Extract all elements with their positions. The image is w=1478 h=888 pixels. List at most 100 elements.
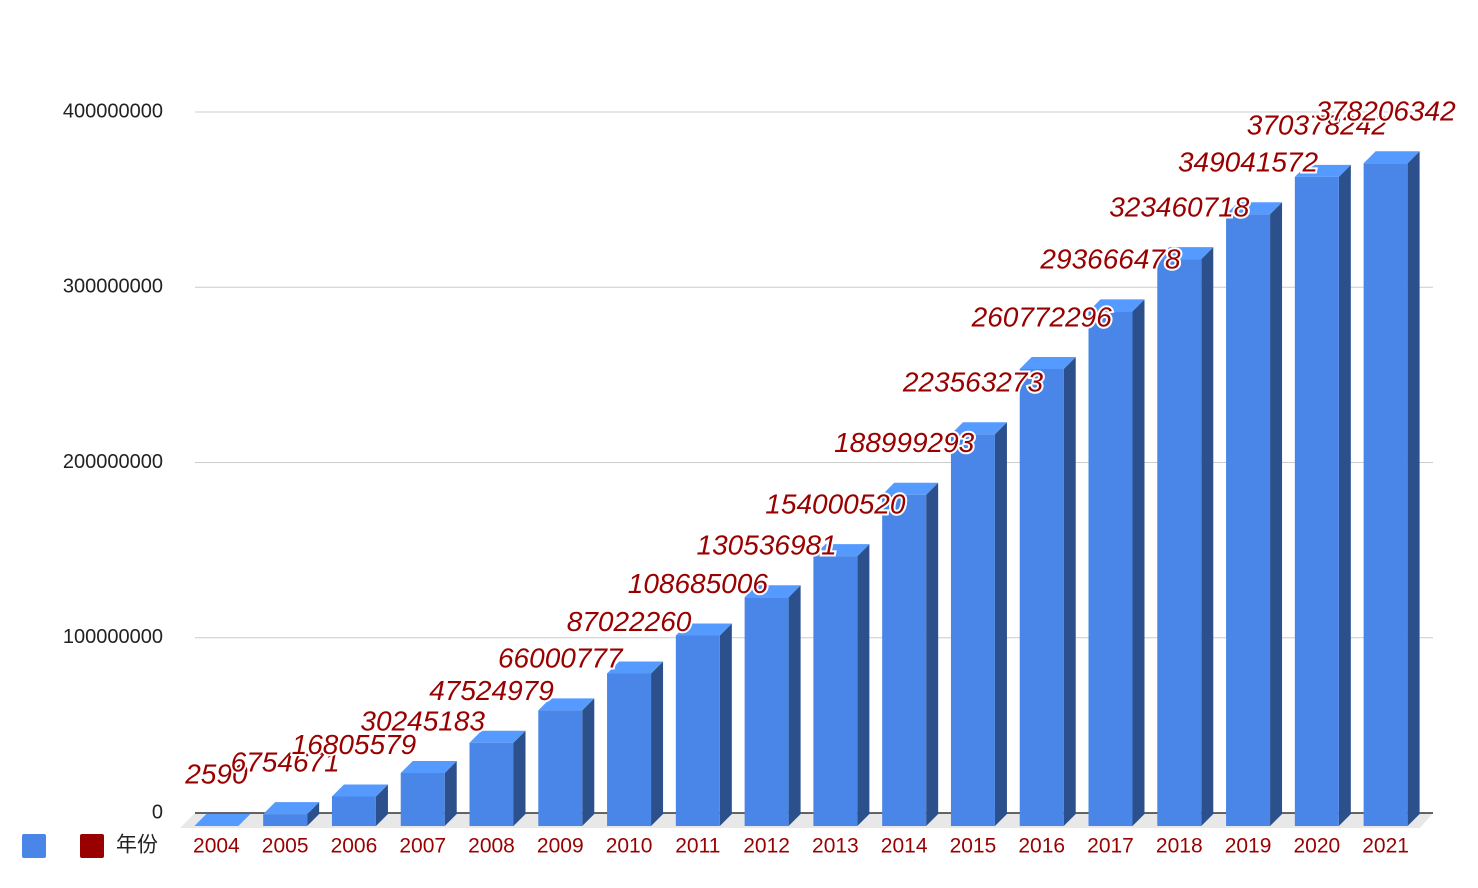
bar-face [950, 422, 1007, 435]
data-label: 323460718 [1109, 192, 1250, 223]
bar-face [1201, 247, 1214, 827]
bar-face [950, 434, 995, 826]
x-tick-label: 2014 [881, 835, 928, 858]
bar [1294, 164, 1351, 827]
bar [1019, 356, 1076, 826]
bar-face [513, 730, 526, 826]
bar [194, 813, 251, 826]
data-label: 370378242 [1247, 109, 1388, 140]
data-label: 108685006 [628, 568, 769, 599]
bar-face [857, 544, 870, 826]
bar-face [1338, 164, 1351, 827]
data-label: 16805579 [292, 729, 417, 760]
x-tick-label: 2016 [1018, 835, 1065, 858]
bar [538, 698, 595, 826]
bar-face [263, 802, 320, 815]
bar-face [1407, 151, 1420, 827]
data-label: 6754671 [231, 747, 340, 778]
legend-swatch [22, 834, 46, 858]
x-tick-label: 2020 [1293, 835, 1340, 858]
bar-face [1294, 176, 1339, 827]
bar-face [1157, 259, 1202, 826]
legend-label: 年份 [116, 834, 158, 857]
bar-face [1294, 164, 1351, 177]
x-tick-label: 2015 [950, 835, 997, 858]
x-tick-label: 2018 [1156, 835, 1203, 858]
x-tick-label: 2006 [331, 835, 378, 858]
data-label: 47524979 [429, 675, 554, 706]
bar-face [469, 742, 514, 826]
bar-face [607, 661, 664, 674]
bar [744, 585, 801, 826]
bar [950, 422, 1007, 826]
x-tick-label: 2008 [468, 835, 515, 858]
x-tick-label: 2017 [1087, 835, 1134, 858]
bar-face [538, 710, 583, 826]
bar-face [1226, 214, 1271, 827]
bar-face [331, 784, 388, 797]
x-tick-label: 2010 [606, 835, 653, 858]
bar-face [1019, 356, 1076, 369]
bar-face [1088, 311, 1133, 826]
bar [469, 730, 526, 826]
bar-face [994, 422, 1007, 826]
bar-face [307, 802, 320, 826]
bar-face [813, 556, 858, 826]
bar [1363, 151, 1420, 827]
x-tick-label: 2012 [743, 835, 790, 858]
bar [1088, 299, 1145, 826]
bar-face [675, 635, 720, 826]
data-label: 293666478 [1039, 244, 1181, 275]
data-label: 87022260 [567, 606, 692, 637]
bar-face [651, 661, 664, 826]
bar-face [331, 796, 376, 826]
bar-face [607, 673, 652, 826]
x-tick-label: 2011 [675, 835, 720, 858]
bar-face [813, 544, 870, 557]
x-tick-label: 2004 [193, 835, 240, 858]
data-label: 260772296 [971, 301, 1113, 332]
bar [882, 482, 939, 826]
bar-face [926, 482, 939, 826]
bar-face [263, 814, 308, 826]
bar [1226, 202, 1283, 827]
bar-face [238, 813, 251, 826]
y-tick-label: 400000000 [63, 100, 163, 122]
y-tick-label: 0 [152, 801, 163, 823]
bar-face [1270, 202, 1283, 827]
bar-face [375, 784, 388, 826]
bar [331, 784, 388, 826]
bar-face [882, 494, 927, 826]
x-tick-label: 2007 [399, 835, 446, 858]
x-tick-label: 2009 [537, 835, 584, 858]
y-tick-label: 200000000 [63, 451, 163, 473]
bar [607, 661, 664, 826]
x-tick-label: 2005 [262, 835, 309, 858]
bar-face [444, 760, 457, 826]
data-label: 223563273 [902, 367, 1044, 398]
bar-face [538, 698, 595, 711]
x-tick-label: 2019 [1225, 835, 1272, 858]
data-label: 349041572 [1178, 147, 1319, 178]
data-label: 130536981 [697, 530, 837, 561]
bar-face [1063, 356, 1076, 826]
legend-swatch [80, 834, 104, 858]
bar-face [582, 698, 595, 826]
x-tick-label: 2013 [812, 835, 859, 858]
data-label: 66000777 [498, 643, 624, 674]
bar [400, 760, 457, 826]
bar-face [675, 623, 732, 636]
bar [813, 544, 870, 826]
bar-face [744, 597, 789, 826]
bar-face [400, 760, 457, 773]
bar-face [1157, 247, 1214, 260]
bar [263, 802, 320, 826]
bar-face [400, 772, 445, 826]
bar-face [788, 585, 801, 826]
bar-face [194, 813, 251, 826]
data-label: 154000520 [765, 489, 906, 520]
y-tick-label: 300000000 [63, 276, 163, 298]
bar-face [744, 585, 801, 598]
bar [1157, 247, 1214, 827]
